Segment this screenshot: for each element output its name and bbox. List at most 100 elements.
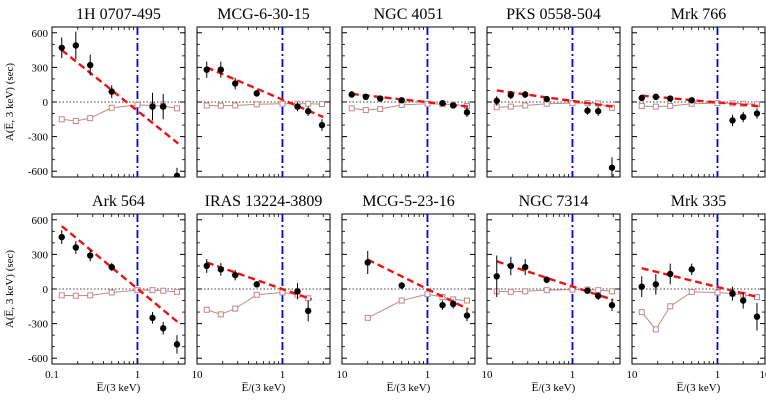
data-point [173,172,181,177]
data-point [688,97,695,104]
plot-area [342,27,475,177]
y-tick-label: -300 [28,319,49,331]
panel-0: 1H 0707-495 600 300 0 -300 -600 [28,6,186,178]
model-line [496,289,613,293]
data-point [522,91,529,98]
model-marker [203,306,210,313]
model-marker [364,314,371,321]
data-point [232,271,239,279]
data-point [507,91,515,99]
data-point [753,313,761,320]
data-point [398,97,405,104]
data-point [203,262,210,270]
fit-line [496,89,614,108]
model-marker [362,107,369,114]
data-point [688,266,695,273]
data-point [398,282,405,289]
fit-line [351,92,469,108]
model-marker [638,309,645,316]
panel-7: MCG-5-23-16 10 1E̅/(3 keV) [337,193,476,394]
x-tick-label: 1 [280,369,286,381]
data-point [173,341,181,348]
panel-title: Ark 564 [92,193,145,210]
data-point [304,307,312,315]
y-tick-label: -600 [28,353,49,365]
fit-line [641,267,759,299]
model-marker [108,289,115,296]
fit-line [60,225,179,324]
plot-area [487,214,620,364]
model-marker [522,288,529,295]
model-marker [58,116,65,123]
panel-9: Mrk 335 10 1 10 E̅/(3 keV) [627,193,766,394]
data-point [304,108,312,115]
data-point [652,93,660,101]
model-marker [58,292,65,299]
x-axis-label: E̅/(3 keV) [242,382,286,394]
data-point [638,94,645,102]
data-point [608,164,616,171]
model-marker [507,288,514,295]
data-point [493,97,500,105]
data-point [294,288,301,295]
data-point [253,90,260,97]
x-tick-label: 10 [627,369,639,381]
data-point [72,244,80,251]
data-point [253,281,260,288]
y-tick-label: 0 [43,284,49,296]
plot-area [632,27,765,177]
panel-title: Mrk 766 [671,6,727,23]
model-marker [217,102,224,109]
model-line [496,102,613,109]
model-marker [217,311,224,318]
model-marker [279,100,286,107]
x-tick-label: 0.1 [45,369,59,381]
model-line [61,289,178,297]
data-point [584,287,591,294]
panel-title: MCG-6-30-15 [217,6,309,23]
plot-area [52,214,185,364]
y-tick-label: 300 [32,249,49,261]
data-point [159,103,167,110]
x-axis-label: E̅/(3 keV) [677,382,721,394]
x-tick-label: 10 [760,369,766,381]
data-point [594,292,602,300]
model-marker [173,105,180,112]
data-point [608,301,616,309]
x-axis-label: E̅/(3 keV) [97,382,141,394]
data-point [439,301,446,309]
panel-6: IRAS 13224-3809 10 1E̅/(3 keV) [192,193,331,394]
panel-title: Mrk 335 [671,193,727,210]
y-axis-label: A(E̅, 3 keV) (sec) [4,250,16,329]
model-marker [232,305,239,312]
panel-title: NGC 7314 [519,193,589,210]
fit-line [206,261,313,301]
model-marker [608,288,615,295]
model-marker [318,101,325,108]
data-point [522,263,529,271]
model-marker [638,103,645,110]
data-point [217,66,225,73]
data-point [667,270,674,278]
model-marker [652,103,659,110]
x-tick-label: 10 [337,369,349,381]
model-line [206,103,322,107]
plot-area [197,214,330,364]
data-point [543,276,550,283]
panel-title: IRAS 13224-3809 [205,193,323,210]
model-marker [667,103,674,110]
model-marker [173,288,180,295]
x-tick-label: 1 [570,369,576,381]
model-marker [377,105,384,112]
data-point [652,281,660,288]
data-point [58,44,65,51]
data-point [364,259,371,266]
data-point [232,80,239,87]
data-point [439,99,446,107]
x-tick-label: 1 [715,369,721,381]
data-point [594,108,602,115]
model-marker [108,104,115,111]
data-point [149,103,156,110]
model-marker [463,297,470,304]
